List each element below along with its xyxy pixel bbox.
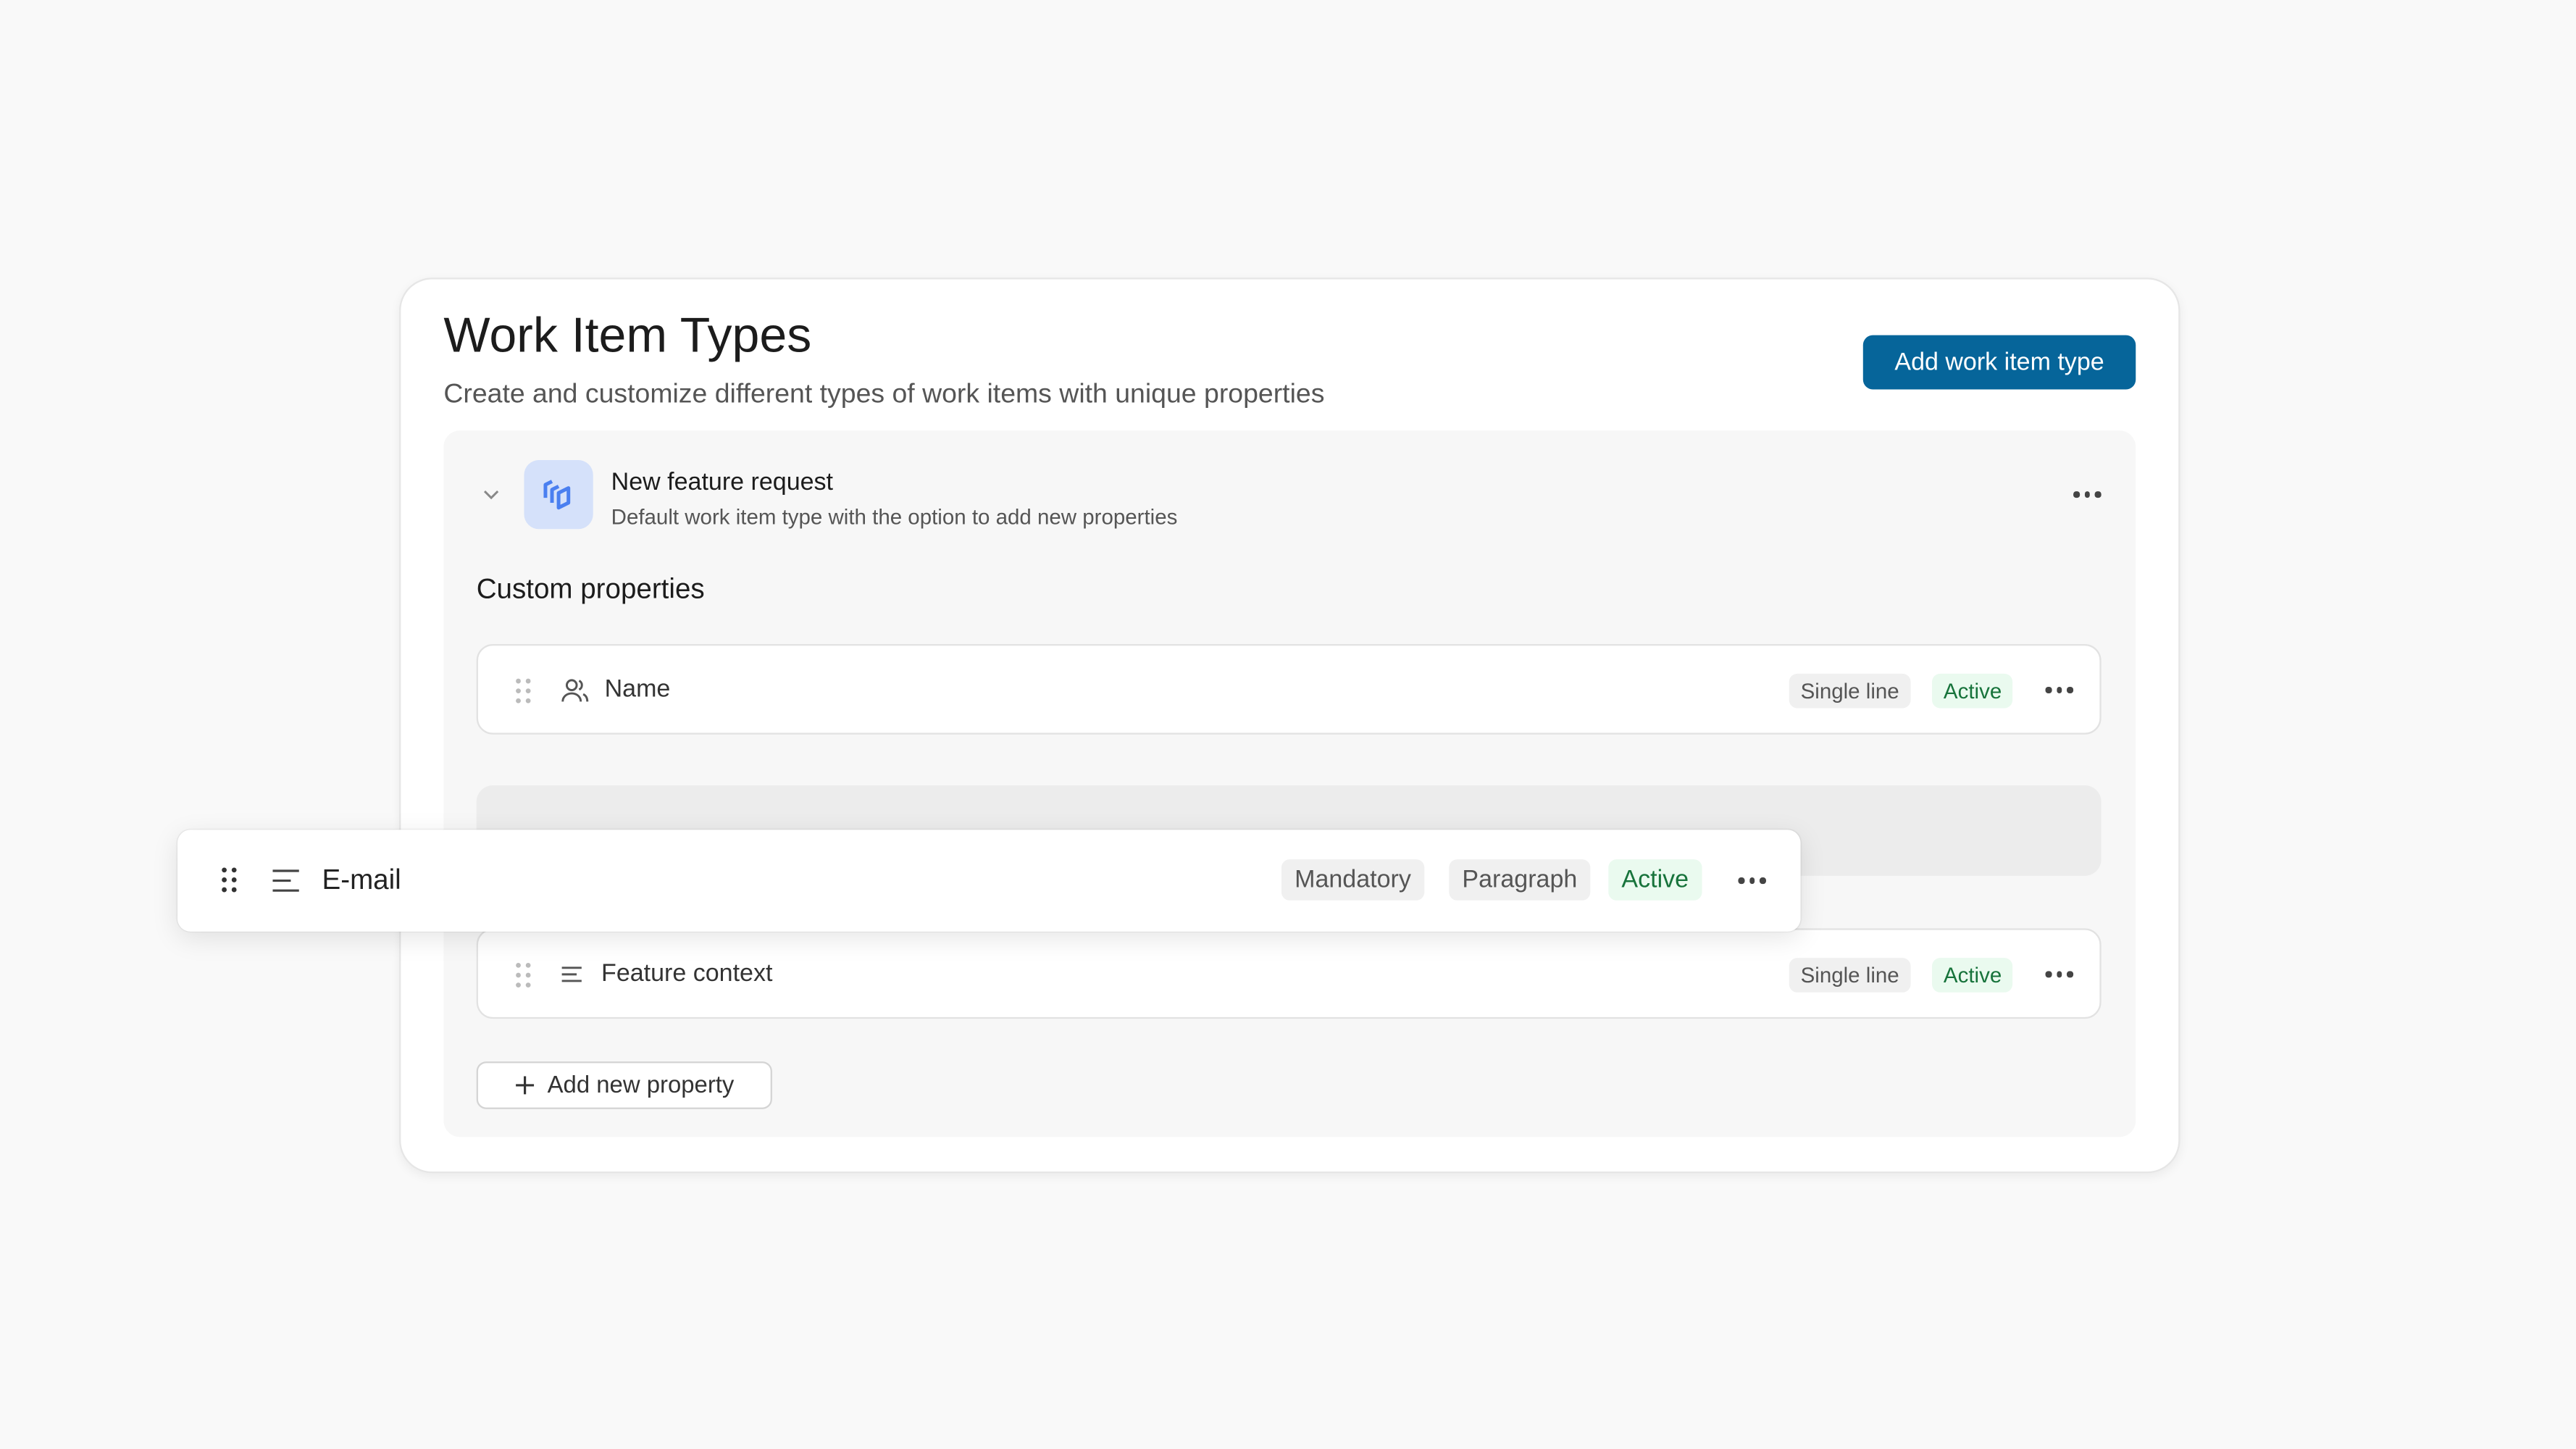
layers-icon xyxy=(543,480,571,510)
users-icon xyxy=(561,679,589,702)
work-item-type-description: Default work item type with the option t… xyxy=(611,504,1178,530)
work-item-type-panel xyxy=(443,430,2136,1137)
add-work-item-type-button[interactable]: Add work item type xyxy=(1862,335,2136,390)
property-row[interactable]: Feature context Single line Active xyxy=(476,928,2102,1019)
add-new-property-button[interactable]: Add new property xyxy=(476,1061,772,1109)
status-badge: Active xyxy=(1608,859,1702,901)
page-subtitle: Create and customize different types of … xyxy=(443,379,1325,409)
work-item-type-icon xyxy=(524,460,593,530)
status-badge: Active xyxy=(1932,958,2014,993)
plus-icon xyxy=(516,1076,535,1095)
add-new-property-label: Add new property xyxy=(547,1072,735,1099)
property-label: E-mail xyxy=(322,864,401,896)
drag-handle-icon[interactable] xyxy=(222,867,237,893)
property-type-badge: Single line xyxy=(1789,958,1911,993)
property-type-badge: Single line xyxy=(1789,673,1911,709)
drag-handle-icon[interactable] xyxy=(516,962,531,988)
more-options-icon[interactable] xyxy=(2045,971,2073,977)
text-lines-icon xyxy=(272,869,299,892)
custom-properties-heading: Custom properties xyxy=(476,573,705,605)
mandatory-badge: Mandatory xyxy=(1281,859,1424,901)
status-badge: Active xyxy=(1932,673,2014,709)
more-options-icon[interactable] xyxy=(1738,877,1765,883)
more-options-icon[interactable] xyxy=(2045,686,2073,693)
property-label: Feature context xyxy=(601,959,773,988)
dragging-property-row[interactable]: E-mail Mandatory Paragraph Active xyxy=(177,830,1801,932)
property-row[interactable]: Name Single line Active xyxy=(476,644,2102,735)
drag-handle-icon[interactable] xyxy=(516,678,531,703)
property-label: Name xyxy=(604,675,671,703)
more-options-icon[interactable] xyxy=(2073,491,2101,498)
property-type-badge: Paragraph xyxy=(1449,859,1591,901)
chevron-down-icon[interactable] xyxy=(480,483,503,506)
text-lines-icon xyxy=(561,966,582,982)
page-title: Work Item Types xyxy=(443,309,812,364)
work-item-type-name: New feature request xyxy=(611,468,834,496)
